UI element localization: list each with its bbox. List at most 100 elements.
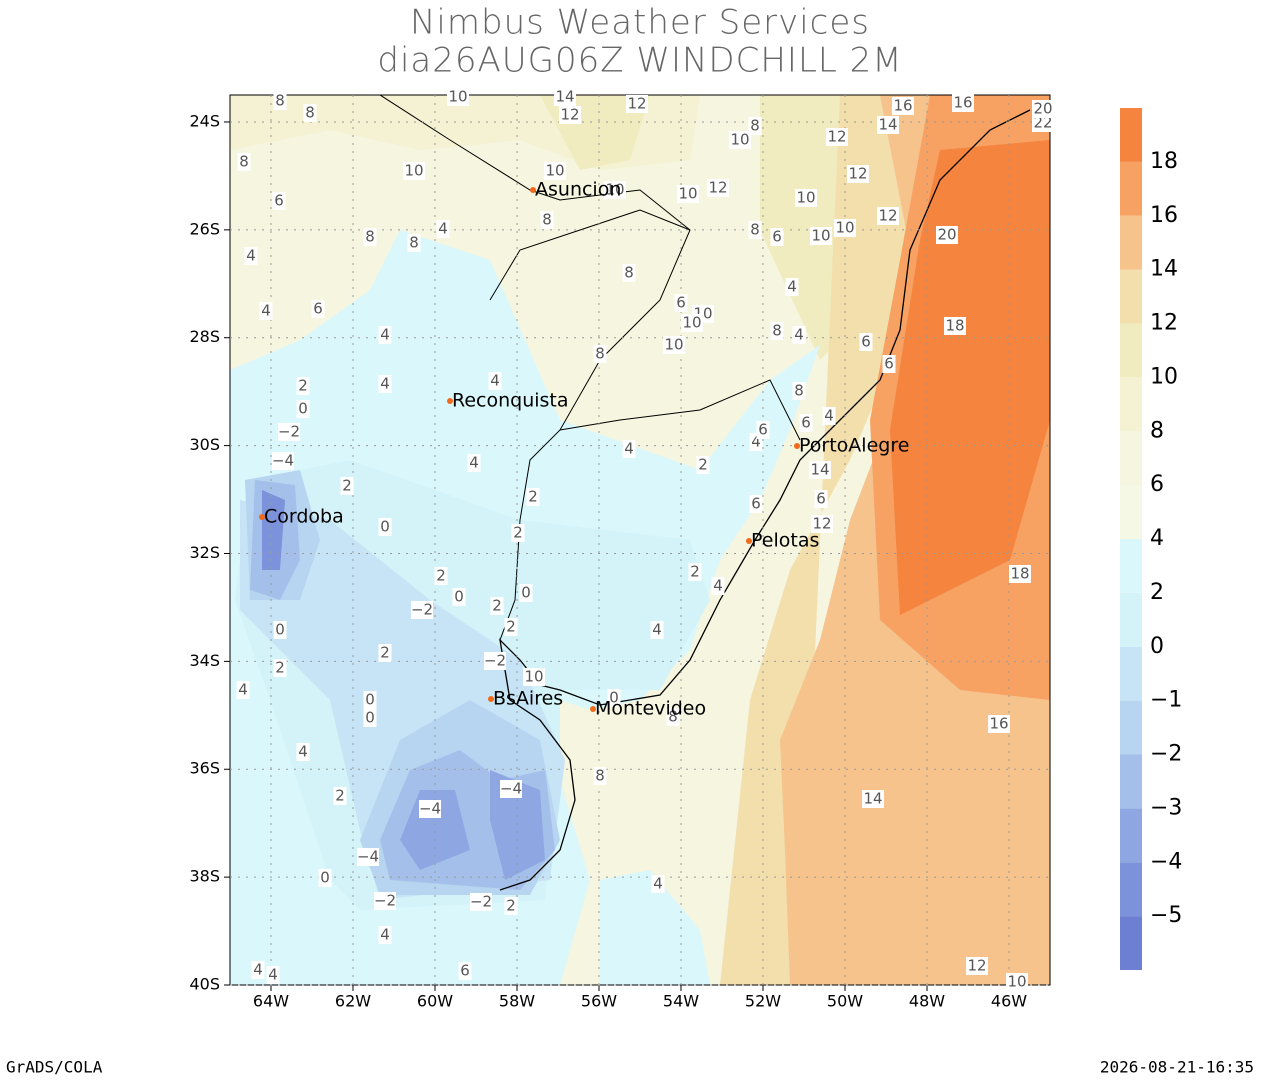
contour-label: 6 xyxy=(861,333,871,351)
contour-label: −2 xyxy=(470,893,492,911)
contour-label-box xyxy=(470,893,492,911)
contour-label: 8 xyxy=(624,264,634,282)
contour-label-box xyxy=(303,104,317,122)
contour-label-box xyxy=(811,515,833,533)
contour-label-box xyxy=(799,414,813,432)
contour-label-box xyxy=(244,247,258,265)
contour-label: 12 xyxy=(708,179,727,197)
x-tick-label: 54W xyxy=(663,992,699,1011)
contour-label-box xyxy=(278,423,300,441)
contour-label: 6 xyxy=(884,355,894,373)
contour-label: −4 xyxy=(272,452,294,470)
contour-label-box xyxy=(340,477,354,495)
contour-label-box xyxy=(795,189,817,207)
contour-label: 4 xyxy=(380,326,390,344)
contour-label-box xyxy=(650,621,664,639)
contour-label-box xyxy=(458,962,472,980)
contour-label: 4 xyxy=(238,681,248,699)
contour-label: 20 xyxy=(1033,100,1052,118)
contour-label: 2 xyxy=(690,563,700,581)
contour-label-box xyxy=(604,181,626,199)
contour-label: 10 xyxy=(678,185,697,203)
contour-label-box xyxy=(666,708,680,726)
contour-label: 8 xyxy=(305,104,315,122)
colorbar-band xyxy=(1120,377,1142,432)
contour-label: 10 xyxy=(524,668,543,686)
contour-label: 10 xyxy=(605,181,624,199)
x-tick-label: 46W xyxy=(991,992,1027,1011)
city-label: PortoAlegre xyxy=(799,435,909,457)
contour-label-box xyxy=(966,957,988,975)
contour-label-box xyxy=(834,219,856,237)
contour-label: 8 xyxy=(409,234,419,252)
contour-label-box xyxy=(378,926,392,944)
contour-label: 16 xyxy=(893,97,912,115)
colorbar-label: 16 xyxy=(1150,203,1178,228)
contour-label: 12 xyxy=(967,957,986,975)
contour-label: 2 xyxy=(492,597,502,615)
contour-label-box xyxy=(826,128,848,146)
contour-label: 18 xyxy=(945,317,964,335)
contour-label: 14 xyxy=(863,790,882,808)
contour-label: 10 xyxy=(545,162,564,180)
colorbar-label: 12 xyxy=(1150,311,1178,336)
y-tick-label: 40S xyxy=(189,975,220,994)
contour-label-box xyxy=(378,518,392,536)
city-label: Reconquista xyxy=(452,390,569,412)
contour-label-box xyxy=(809,461,831,479)
colorbar-label: 8 xyxy=(1150,418,1164,443)
contour-label: 8 xyxy=(750,221,760,239)
contour-label: 10 xyxy=(664,336,683,354)
contour-label-box xyxy=(626,95,648,113)
contour-label-box xyxy=(622,440,636,458)
title: Nimbus Weather Services xyxy=(410,3,870,43)
colorbar-band xyxy=(1120,700,1142,755)
contour-label: 6 xyxy=(274,192,284,210)
contour-label: 2 xyxy=(342,477,352,495)
y-tick-label: 34S xyxy=(189,651,220,670)
contour-label-box xyxy=(770,322,784,340)
city-marker xyxy=(259,514,265,520)
contour-label: 2 xyxy=(275,659,285,677)
contour-label: 4 xyxy=(380,926,390,944)
contour-label-box xyxy=(500,780,522,798)
subtitle: dia26AUG06Z WINDCHILL 2M xyxy=(377,41,902,81)
contour-label: 4 xyxy=(253,961,263,979)
contour-label-box xyxy=(374,892,396,910)
contour-label-box xyxy=(554,88,576,106)
contour-label: 18 xyxy=(1010,565,1029,583)
contour-label-box xyxy=(378,326,392,344)
contour-label: 10 xyxy=(796,189,815,207)
city-marker xyxy=(590,706,596,712)
contour-label: 0 xyxy=(275,621,285,639)
contour-label: 8 xyxy=(750,117,760,135)
city-label: Montevideo xyxy=(595,698,706,720)
contour-label: 14 xyxy=(878,116,897,134)
contour-label-box xyxy=(273,621,287,639)
contour-label-box xyxy=(756,421,770,439)
contour-label-box xyxy=(236,681,250,699)
contour-label: 12 xyxy=(827,128,846,146)
colorbar-label: 6 xyxy=(1150,472,1164,497)
contour-label: 4 xyxy=(469,454,479,472)
colorbar-label: 14 xyxy=(1150,257,1178,282)
contour-label: 0 xyxy=(521,584,531,602)
contour-label-box xyxy=(711,577,725,595)
contour-label: 6 xyxy=(772,228,782,246)
contour-label-box xyxy=(1009,565,1031,583)
contour-label: 4 xyxy=(653,875,663,893)
contour-label: −4 xyxy=(357,848,379,866)
contour-label: 14 xyxy=(555,88,574,106)
contour-label: 4 xyxy=(824,407,834,425)
colorbar-band xyxy=(1120,269,1142,324)
contour-label-box xyxy=(419,800,441,818)
contour-label-box xyxy=(822,407,836,425)
contour-label-box xyxy=(272,452,294,470)
contour-label-box xyxy=(988,715,1010,733)
contour-label-box xyxy=(792,326,806,344)
contour-label: −2 xyxy=(374,892,396,910)
city-marker xyxy=(488,696,494,702)
contour-label: 0 xyxy=(454,588,464,606)
footer-left: GrADS/COLA xyxy=(6,1058,103,1077)
